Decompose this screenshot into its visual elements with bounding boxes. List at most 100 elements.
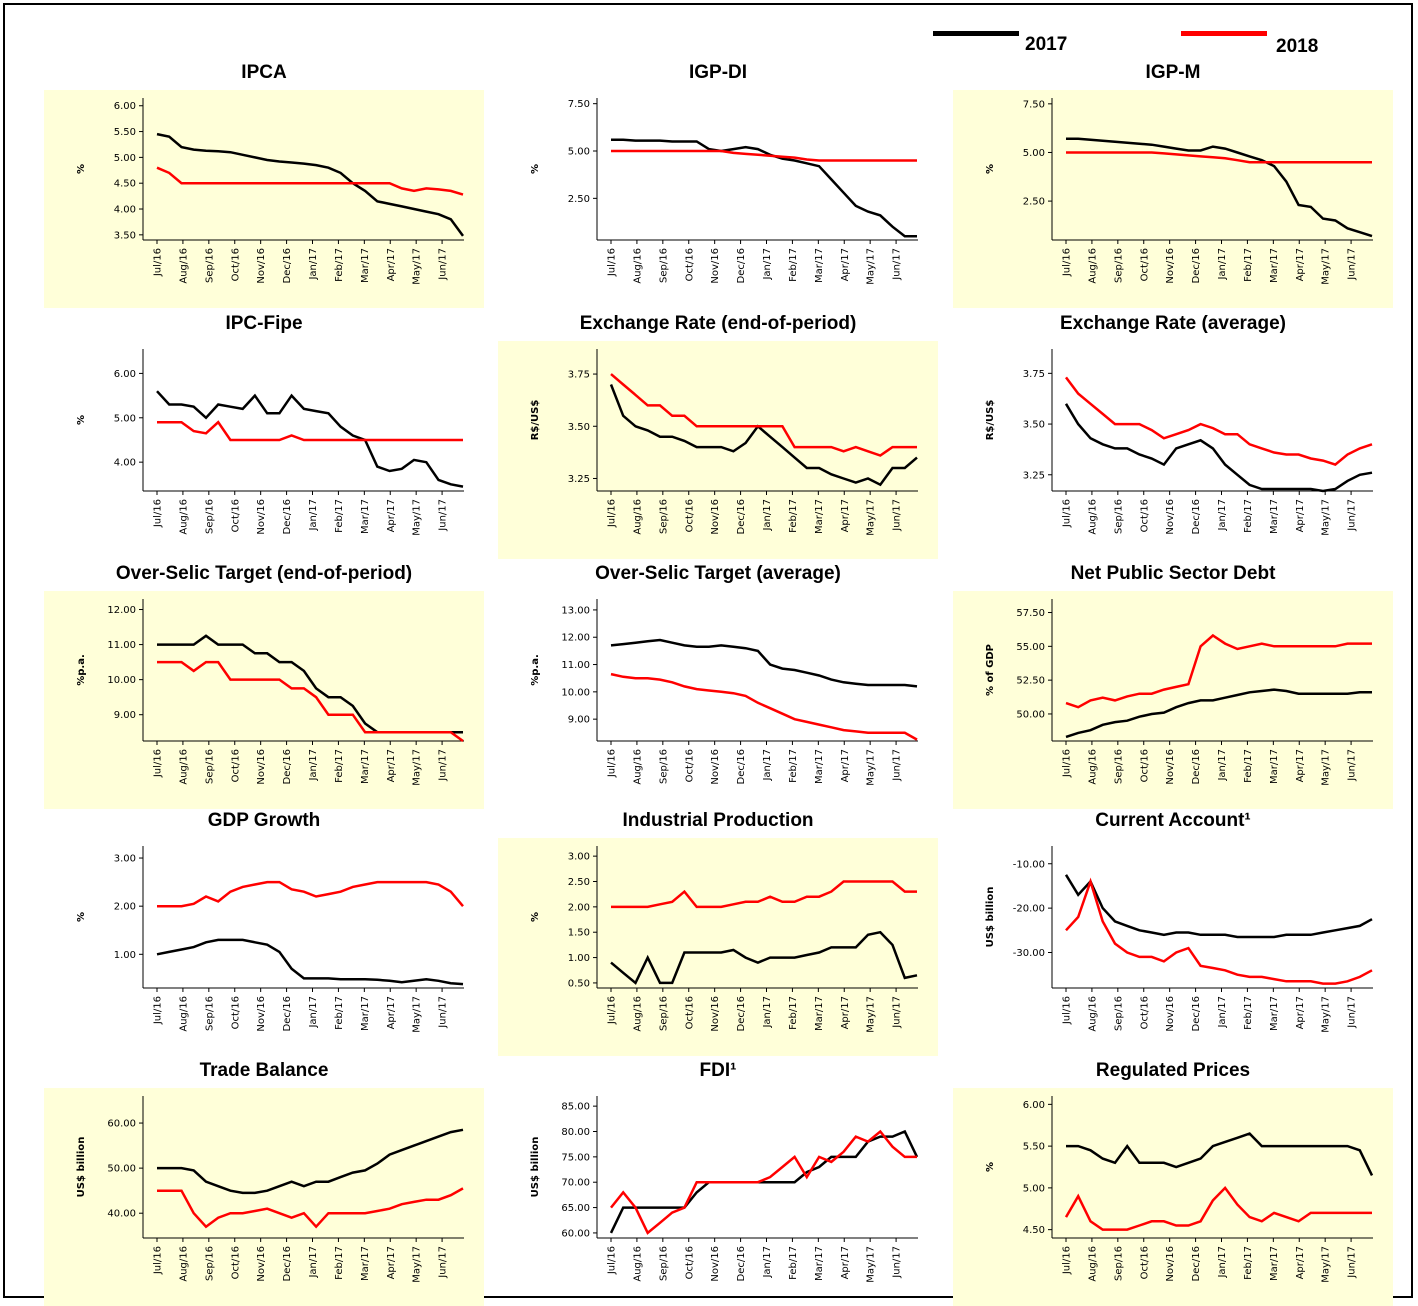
series-line-2018: [157, 420, 463, 442]
x-tick-label: Feb/17: [334, 499, 345, 533]
chart-plot: 0.50 1.00 1.50 2.00 2.50 3.00% Jul/16 Aug/16 Sep…: [530, 846, 918, 1033]
x-tick-label: Aug/16: [178, 749, 189, 785]
chart-title: Regulated Prices: [1095, 1060, 1251, 1081]
y-tick-label: 12.00: [107, 605, 136, 616]
chart-background: [953, 1088, 1393, 1306]
x-tick-label: Sep/16: [658, 499, 669, 534]
y-axis-label: %: [76, 164, 87, 174]
x-tick-label: Aug/16: [632, 248, 643, 284]
x-tick-label: Aug/16: [1087, 749, 1098, 785]
x-tick-label: Sep/16: [1113, 499, 1124, 534]
x-tick-label: Aug/16: [632, 499, 643, 535]
y-axis-label: US$ billion: [530, 1137, 541, 1198]
x-tick-label: Dec/16: [282, 996, 293, 1031]
chart-plot: 4.00 5.00 6.00% Jul/16 Aug/16 Sep/16 Oct/16 Nov…: [76, 349, 464, 536]
chart-title: Exchange Rate (average): [1060, 313, 1286, 334]
x-tick-label: Apr/17: [386, 749, 397, 782]
x-tick-label: Feb/17: [334, 248, 345, 282]
series-line-2017: [1065, 688, 1372, 739]
y-axis-label: %: [530, 912, 541, 922]
x-tick-label: Jul/16: [153, 499, 164, 528]
chart-plot: 3.25 3.50 3.75 R$/US$ Jul/16 Aug/16 Sep/16 Oct/…: [985, 349, 1373, 536]
x-tick-label: May/17: [866, 499, 877, 536]
chart-plot: 60.00 65.00 70.00 75.00 80.00 85.00 US$ billio…: [530, 1096, 919, 1283]
x-tick-label: Dec/16: [1191, 248, 1202, 283]
y-tick-label: 5.50: [114, 127, 136, 138]
series-line-2017: [156, 938, 464, 986]
x-tick-label: Jul/16: [153, 996, 164, 1025]
x-tick-label: Jan/17: [762, 749, 773, 782]
x-tick-label: Nov/16: [256, 996, 267, 1032]
x-tick-label: Apr/17: [386, 248, 397, 281]
x-tick-label: Dec/16: [1191, 1246, 1202, 1281]
x-tick-label: Nov/16: [256, 499, 267, 535]
x-tick-label: May/17: [412, 248, 423, 285]
x-tick-label: Jun/17: [1347, 248, 1358, 281]
x-tick-label: Jan/17: [308, 996, 319, 1029]
x-tick-label: Feb/17: [1243, 1246, 1254, 1280]
x-tick-label: May/17: [412, 749, 423, 786]
y-tick-label: 40.00: [107, 1209, 136, 1220]
chart-panel: Exchange Rate (end-of-period) 3.25 3.50 3.7…: [498, 313, 938, 559]
series-line-2018: [1065, 376, 1373, 467]
y-tick-label: 11.00: [107, 640, 136, 651]
x-tick-label: Oct/16: [684, 499, 695, 532]
x-tick-label: Oct/16: [1139, 749, 1150, 782]
chart-plot: 1.00 2.00 3.00% Jul/16 Aug/16 Sep/16 Oct/16 Nov…: [76, 846, 464, 1033]
x-tick-label: Apr/17: [1295, 996, 1306, 1029]
x-tick-label: Jan/17: [762, 248, 773, 281]
x-tick-label: Apr/17: [386, 996, 397, 1029]
y-tick-label: 10.00: [561, 687, 590, 698]
x-tick-label: Oct/16: [230, 248, 241, 281]
y-tick-label: 10.00: [107, 675, 136, 686]
y-tick-label: 3.50: [1023, 420, 1045, 431]
chart-title: Trade Balance: [199, 1060, 329, 1081]
y-tick-label: 3.00: [114, 854, 136, 865]
y-tick-label: 7.50: [1023, 99, 1045, 110]
y-tick-label: 80.00: [561, 1127, 590, 1138]
y-tick-label: 11.00: [561, 660, 590, 671]
chart-panel: Regulated Prices 4.50 5.00 5.50 6.00% Jul/16 A…: [953, 1060, 1393, 1306]
chart-background: [44, 90, 484, 308]
x-tick-label: Dec/16: [282, 499, 293, 534]
x-tick-label: Oct/16: [230, 749, 241, 782]
y-tick-label: 6.00: [114, 101, 136, 112]
x-tick-label: Dec/16: [736, 749, 747, 784]
x-tick-label: Feb/17: [1243, 996, 1254, 1030]
legend-label-2018: 2018: [1276, 36, 1319, 57]
x-tick-label: Aug/16: [178, 996, 189, 1032]
x-tick-label: Jun/17: [1347, 1246, 1358, 1279]
x-tick-label: Mar/17: [814, 1246, 825, 1281]
chart-background: [44, 1088, 484, 1306]
x-tick-label: Nov/16: [1165, 996, 1176, 1032]
x-tick-label: May/17: [412, 996, 423, 1033]
y-tick-label: 4.50: [1023, 1225, 1045, 1236]
x-tick-label: Aug/16: [178, 248, 189, 284]
x-tick-label: Sep/16: [204, 1246, 215, 1281]
y-tick-label: 3.25: [568, 474, 590, 485]
x-tick-label: Apr/17: [1295, 1246, 1306, 1279]
x-tick-label: Aug/16: [1087, 1246, 1098, 1282]
x-tick-label: Aug/16: [1087, 248, 1098, 284]
y-tick-label: 9.00: [568, 715, 590, 726]
chart-background: [498, 838, 938, 1056]
x-tick-label: Feb/17: [334, 749, 345, 783]
x-tick-label: Jun/17: [892, 996, 903, 1029]
x-tick-label: May/17: [412, 1246, 423, 1283]
legend-label-2017: 2017: [1025, 34, 1068, 55]
y-tick-label: 0.50: [568, 978, 590, 989]
x-tick-label: Oct/16: [1139, 1246, 1150, 1279]
series-line-2017: [609, 384, 918, 487]
x-tick-label: Aug/16: [632, 996, 643, 1032]
x-tick-label: Jun/17: [438, 1246, 449, 1279]
chart-panel: Exchange Rate (average) 3.25 3.50 3.75 R$/US…: [953, 313, 1393, 559]
series-line-2018: [1064, 1185, 1372, 1231]
x-tick-label: Nov/16: [710, 996, 721, 1032]
x-tick-label: Feb/17: [788, 1246, 799, 1280]
series-line-2018: [611, 149, 917, 162]
x-tick-label: Dec/16: [1191, 499, 1202, 534]
chart-panel: Net Public Sector Debt 50.00 52.50 55.00 57.…: [953, 563, 1393, 809]
x-tick-label: Sep/16: [658, 248, 669, 283]
x-tick-label: Mar/17: [814, 749, 825, 784]
x-tick-label: Jan/17: [308, 248, 319, 281]
